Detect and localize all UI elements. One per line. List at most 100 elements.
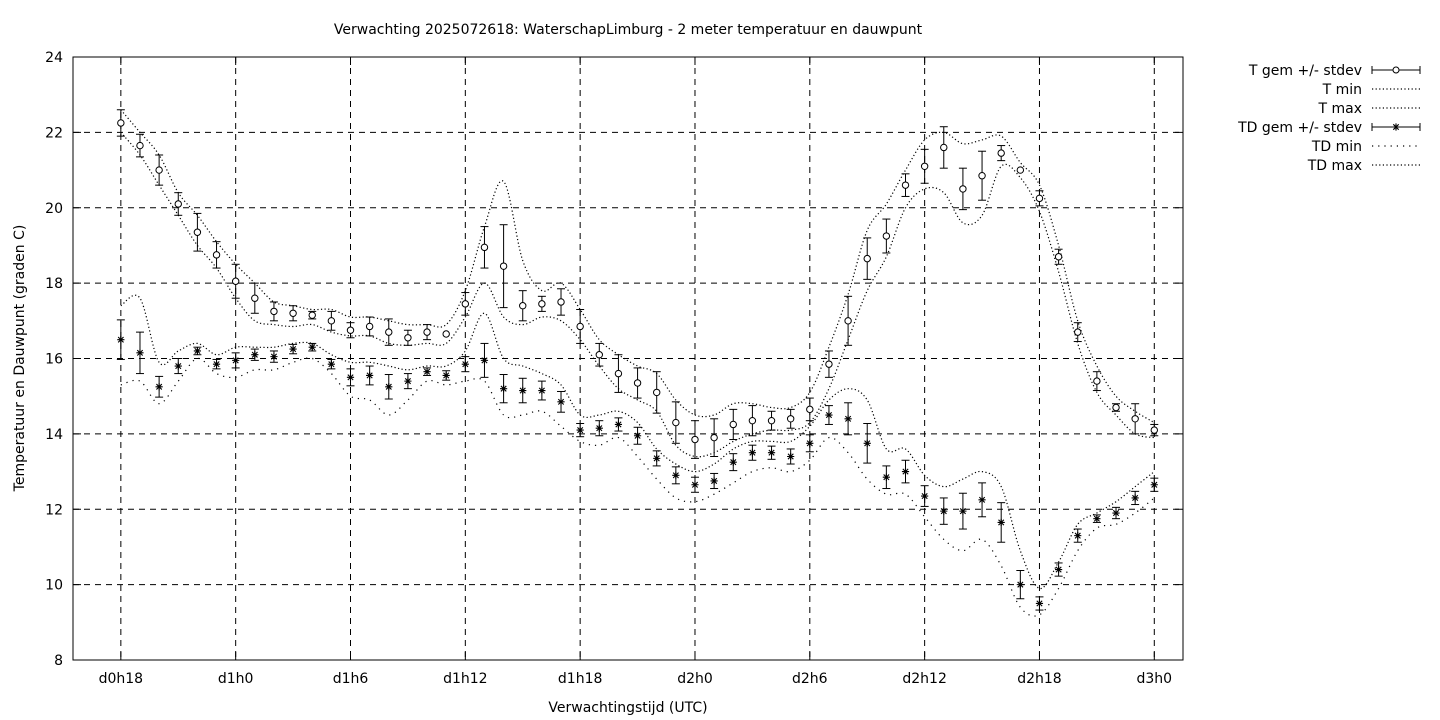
td-mean-point [385, 383, 393, 391]
x-tick-label: d2h6 [792, 671, 828, 687]
t-mean-point [1035, 194, 1044, 203]
t-mean-point [442, 330, 450, 338]
x-tick-label: d2h18 [1017, 671, 1061, 687]
t-mean-point [940, 143, 948, 152]
t-mean-point [117, 119, 125, 127]
td-mean-point [270, 353, 278, 361]
x-tick-label: d1h6 [333, 671, 369, 687]
td-mean-point [729, 458, 737, 466]
t-mean-point [1131, 415, 1139, 423]
x-tick-label: d2h0 [677, 671, 713, 687]
x-tick-label: d0h18 [99, 671, 143, 687]
series-layer [116, 109, 1159, 617]
td-mean-point [308, 343, 316, 351]
t-mean-point [385, 328, 393, 336]
y-tick-label: 12 [45, 502, 63, 518]
y-tick-label: 8 [54, 653, 63, 669]
t-mean-point [1112, 403, 1120, 412]
t-mean-point [825, 360, 833, 368]
td-mean-point [921, 492, 929, 500]
t-mean-point [212, 251, 221, 259]
t-mean-point [901, 181, 910, 189]
td-mean-point [404, 377, 412, 385]
y-axis-label: Temperatuur en Dauwpunt (graden C) [12, 225, 28, 493]
t-mean-point [672, 418, 680, 427]
td-mean-point [691, 481, 699, 489]
td-mean-point [136, 349, 144, 357]
td-mean-point [614, 420, 623, 429]
t-mean-point [1074, 328, 1082, 336]
td-mean-point [997, 518, 1005, 527]
td-mean-point [1112, 509, 1120, 517]
legend-label-6: TD max [1307, 158, 1362, 174]
td-mean-point [366, 371, 374, 380]
t-mean-point [863, 254, 871, 263]
td-mean-point [633, 432, 642, 440]
x-tick-label: d1h18 [558, 671, 602, 687]
legend-label-5: TD min [1311, 139, 1362, 155]
t-mean-point [270, 307, 278, 316]
t-mean-point [1016, 166, 1025, 174]
grid [73, 57, 1183, 660]
y-axis: 8 10 12 14 16 18 20 22 24 [45, 50, 1183, 669]
t-mean-point [289, 309, 297, 317]
t-mean-point [614, 369, 623, 378]
td-mean-point [480, 356, 489, 364]
t-mean-point [480, 243, 489, 252]
td-mean-point [1150, 481, 1158, 489]
t-mean-point [538, 300, 546, 308]
t-mean-point [806, 405, 814, 414]
t-mean-point [978, 172, 986, 180]
chart-title: Verwachting 2025072618: WaterschapLimbur… [334, 22, 923, 38]
td-mean-point [1074, 532, 1082, 540]
t-mean-point [193, 228, 202, 236]
td-mean-point [155, 383, 163, 391]
td-mean-point [978, 496, 986, 504]
td-mean-point [1035, 599, 1044, 608]
t-mean-point [767, 416, 776, 425]
legend-label-3: T max [1317, 101, 1362, 117]
y-tick-label: 22 [45, 125, 63, 141]
y-tick-label: 20 [45, 201, 63, 217]
t-mean-point [882, 232, 891, 240]
x-tick-label: d3h0 [1137, 671, 1173, 687]
td-mean-point [1392, 123, 1400, 131]
t-mean-point [633, 379, 642, 387]
td-mean-point [500, 385, 508, 393]
td-mean-point [193, 347, 201, 355]
td-mean-point [576, 426, 584, 434]
t-mean-point [1150, 426, 1158, 434]
td-mean-point [806, 439, 814, 447]
t-mean-point [959, 185, 967, 193]
t-mean-point [786, 415, 795, 423]
t-mean-point [844, 317, 852, 325]
t-mean-point [691, 435, 699, 444]
td-mean-point [595, 424, 603, 432]
series-line-6 [120, 294, 1155, 590]
td-mean-point [1055, 565, 1063, 574]
t-mean-point [365, 322, 374, 331]
td-mean-point [863, 439, 871, 447]
td-mean-point [653, 454, 661, 462]
td-mean-point [232, 356, 240, 364]
t-mean-point [920, 162, 929, 170]
td-mean-point [1131, 494, 1139, 502]
t-mean-point [423, 328, 431, 336]
t-mean-point [461, 300, 470, 308]
t-mean-point [576, 322, 584, 331]
td-mean-point [117, 336, 125, 344]
td-mean-point [844, 415, 852, 423]
t-mean-point [174, 200, 182, 208]
t-mean-point [1093, 377, 1101, 385]
td-mean-point [901, 467, 910, 476]
y-tick-label: 16 [45, 352, 63, 368]
t-mean-point [499, 262, 508, 270]
legend: T gem +/- stdev T min T max TD gem +/- stde… [1237, 63, 1421, 174]
y-tick-label: 10 [45, 578, 63, 594]
td-mean-point [519, 386, 527, 395]
td-mean-point [748, 449, 756, 457]
y-tick-label: 18 [45, 276, 63, 292]
t-mean-point [136, 141, 144, 150]
td-mean-point [538, 386, 546, 395]
